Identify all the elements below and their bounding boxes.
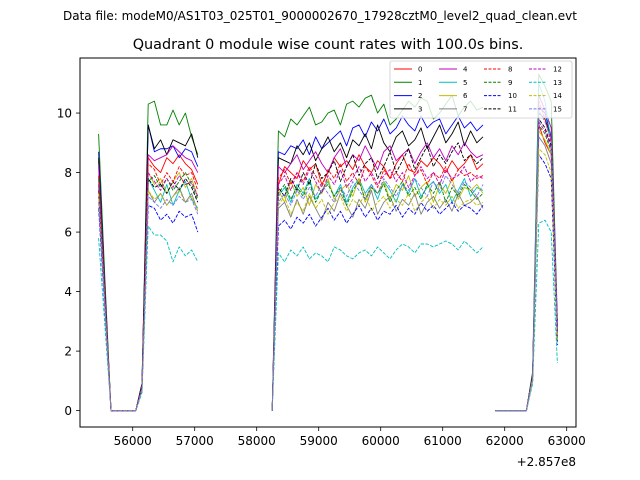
chart-title: Quadrant 0 module wise count rates with …: [133, 37, 524, 53]
legend-box: [389, 60, 573, 119]
series-11-segment-0: [98, 178, 199, 412]
series-12-segment-1: [271, 166, 484, 411]
x-offset-label: +2.857e8: [517, 455, 576, 469]
y-tick-label: 6: [64, 226, 72, 240]
series-15-segment-0: [98, 195, 199, 412]
legend-label: 1: [418, 79, 422, 87]
y-tick-label: 8: [64, 166, 72, 180]
figure-suptitle: Data file: modeM0/AS1T03_025T01_90000026…: [63, 9, 577, 23]
series-13-segment-1: [271, 240, 484, 411]
legend-item-14: 14: [529, 92, 562, 100]
legend-label: 15: [553, 105, 562, 113]
series-5-segment-1: [271, 178, 484, 411]
legend-item-15: 15: [529, 105, 562, 113]
series-3-segment-1: [271, 121, 484, 411]
legend-label: 12: [553, 66, 562, 74]
series-15: [98, 109, 558, 412]
x-tick-label: 63000: [548, 434, 586, 448]
series-8-segment-1: [271, 163, 484, 411]
legend-label: 9: [508, 79, 512, 87]
y-tick-label: 10: [57, 107, 72, 121]
y-tick-label: 2: [64, 345, 72, 359]
x-tick-label: 56000: [114, 434, 152, 448]
legend-item-0: 0: [394, 66, 422, 74]
series-layer: [98, 73, 558, 412]
legend-label: 4: [463, 66, 468, 74]
plot-frame: [79, 57, 577, 428]
legend-item-12: 12: [529, 66, 562, 74]
y-axis: 0 2 4 6 8 10: [57, 107, 80, 418]
legend-item-13: 13: [529, 79, 562, 87]
legend-item-8: 8: [484, 66, 512, 74]
legend-label: 2: [418, 92, 422, 100]
legend-label: 6: [463, 92, 468, 100]
legend-item-9: 9: [484, 79, 512, 87]
legend-label: 13: [553, 79, 562, 87]
series-2-segment-1: [271, 115, 484, 411]
legend-label: 3: [418, 105, 422, 113]
x-tick-label: 61000: [424, 434, 462, 448]
x-tick-label: 62000: [486, 434, 524, 448]
legend-item-7: 7: [439, 105, 467, 113]
legend-label: 0: [418, 66, 422, 74]
series-10-segment-1: [271, 201, 484, 411]
legend-item-4: 4: [439, 66, 468, 74]
legend-label: 5: [463, 79, 467, 87]
legend-label: 8: [508, 66, 512, 74]
x-tick-label: 60000: [362, 434, 400, 448]
y-tick-label: 4: [64, 285, 72, 299]
y-tick-label: 0: [64, 404, 72, 418]
series-14-segment-1: [271, 192, 484, 411]
legend-item-11: 11: [484, 105, 517, 113]
legend-item-5: 5: [439, 79, 467, 87]
x-axis: 56000 57000 58000 59000 60000 61000 62000 63000: [114, 427, 586, 448]
legend-item-6: 6: [439, 92, 468, 100]
legend-item-1: 1: [394, 79, 422, 87]
series-4-segment-1: [271, 142, 484, 411]
series-15-segment-2: [495, 109, 558, 412]
legend-item-10: 10: [484, 92, 517, 100]
series-15-segment-1: [271, 175, 484, 411]
x-tick-label: 59000: [300, 434, 338, 448]
series-9-segment-1: [271, 181, 484, 411]
series-11-segment-1: [271, 142, 484, 411]
x-tick-label: 58000: [238, 434, 276, 448]
legend-item-3: 3: [394, 105, 422, 113]
legend-label: 11: [508, 105, 517, 113]
series-7-segment-1: [271, 189, 484, 411]
legend-label: 7: [463, 105, 467, 113]
series-0-segment-1: [271, 154, 484, 411]
series-8-segment-0: [98, 163, 199, 412]
legend-label: 10: [508, 92, 517, 100]
legend-label: 14: [553, 92, 562, 100]
x-tick-label: 57000: [176, 434, 214, 448]
legend-item-2: 2: [394, 92, 422, 100]
